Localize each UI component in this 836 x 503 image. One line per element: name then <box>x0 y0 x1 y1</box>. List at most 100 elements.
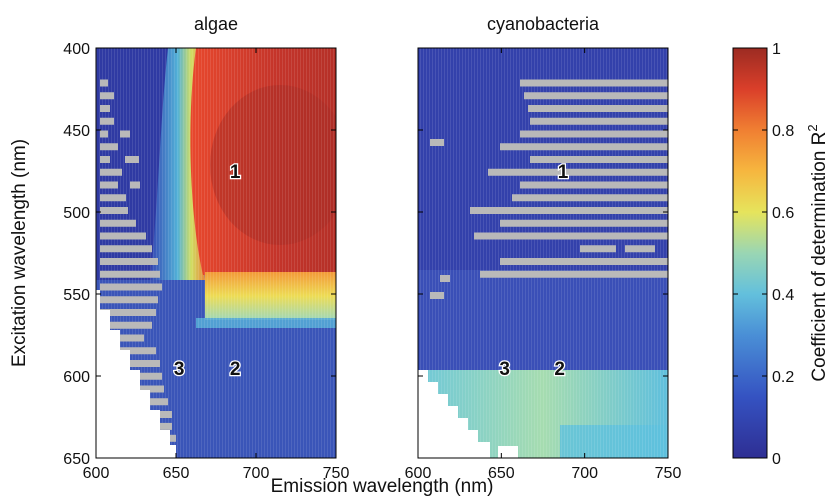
cyanobacteria-title: cyanobacteria <box>487 14 600 34</box>
algae-xtick-label: 750 <box>323 465 350 482</box>
algae-missing-bar <box>100 92 114 100</box>
algae-missing-bar <box>100 117 114 125</box>
x-axis-label: Emission wavelength (nm) <box>271 476 494 497</box>
cyano-xtick-label: 750 <box>655 465 682 482</box>
algae-missing-bar <box>100 334 144 342</box>
algae-annotation-1: 1 <box>230 162 241 183</box>
algae-missing-bar <box>100 156 110 163</box>
cyano-xtick-label: 650 <box>488 465 515 482</box>
cyano-annotation-2: 2 <box>554 359 565 380</box>
algae-ytick-label: 500 <box>63 205 90 222</box>
cyano-missing-bar <box>430 139 444 146</box>
cyano-missing-bar <box>520 181 668 189</box>
cyano-missing-bar <box>530 156 668 163</box>
algae-missing-bar <box>100 283 162 291</box>
algae-missing-bar <box>100 207 128 214</box>
algae-missing-bar <box>100 309 156 316</box>
algae-missing-bar <box>100 168 122 176</box>
algae-missing-bar <box>100 296 158 304</box>
colorbar-label-main: Coefficient of determination R <box>809 132 830 382</box>
colorbar-tick-label: 1 <box>772 41 781 58</box>
cyano-missing-bar <box>540 130 550 138</box>
cyano-blank-region <box>418 370 490 458</box>
algae-ytick-label: 600 <box>63 369 90 386</box>
colorbar-tick-label: 0.2 <box>772 369 794 386</box>
algae-missing-bar <box>100 130 108 138</box>
algae-missing-bar <box>116 360 160 367</box>
algae-ytick-label: 550 <box>63 287 90 304</box>
y-axis-label: Excitation wavelength (nm) <box>9 139 30 367</box>
cyano-blank-corner <box>498 446 518 458</box>
algae-missing-bar <box>134 385 164 393</box>
algae-missing-bar <box>130 181 140 189</box>
algae-blank-region <box>96 290 176 458</box>
cyano-plot-frame <box>417 47 669 459</box>
cyano-missing-bar <box>524 92 668 100</box>
algae-ytick-label: 400 <box>63 41 90 58</box>
cyano-missing-bar <box>528 105 668 112</box>
cyano-missing-bar <box>530 117 668 125</box>
algae-missing-bar <box>100 232 146 240</box>
algae-missing-bar <box>156 411 172 418</box>
algae-annotation-2: 2 <box>230 359 241 380</box>
algae-heatmap <box>96 48 336 458</box>
cyano-missing-bar <box>580 245 616 253</box>
cyano-missing-bar <box>512 194 668 202</box>
algae-missing-bar <box>100 105 110 112</box>
algae-missing-bar <box>120 130 130 138</box>
cyano-missing-bar <box>474 232 668 240</box>
cyano-xtick-label: 600 <box>405 465 432 482</box>
cyanobacteria-heatmap <box>418 48 668 458</box>
colorbar-tick-label: 0 <box>772 451 781 468</box>
algae-missing-bar <box>100 143 118 151</box>
algae-missing-bar <box>124 372 162 380</box>
cyano-xtick-label: 700 <box>571 465 598 482</box>
algae-plot-frame <box>95 47 337 459</box>
cyano-missing-bar <box>488 168 668 176</box>
cyano-missing-bar <box>500 143 668 151</box>
colorbar <box>732 47 768 459</box>
algae-ytick-label: 650 <box>63 451 90 468</box>
algae-missing-bar <box>100 270 160 278</box>
cyano-stripe-texture <box>418 48 668 458</box>
algae-missing-bar <box>168 434 176 442</box>
algae-missing-data <box>100 79 176 442</box>
annotations: 1 2 3 1 2 3 <box>173 161 570 381</box>
algae-xtick-label: 700 <box>243 465 270 482</box>
algae-missing-bar <box>100 219 136 227</box>
algae-ytick-label: 450 <box>63 123 90 140</box>
algae-missing-bar <box>160 422 172 430</box>
colorbar-tick-label: 0.8 <box>772 123 794 140</box>
algae-annotation-3: 3 <box>174 359 185 380</box>
colorbar-tick-label: 0.4 <box>772 287 794 304</box>
algae-xtick-label: 650 <box>163 465 190 482</box>
algae-missing-bar <box>100 79 108 87</box>
cyano-missing-bar <box>520 79 668 87</box>
cyano-annotation-3: 3 <box>499 359 510 380</box>
colorbar-tick-label: 0.6 <box>772 205 794 222</box>
algae-missing-bar <box>100 194 126 202</box>
cyano-missing-bar <box>470 207 668 214</box>
algae-xtick-label: 600 <box>83 465 110 482</box>
algae-missing-bar <box>100 245 152 253</box>
colorbar-label-superscript: 2 <box>805 124 820 131</box>
cyano-annotation-1: 1 <box>558 162 569 183</box>
cyano-missing-data <box>430 79 668 299</box>
colorbar-label: Coefficient of determination R2 <box>805 124 830 381</box>
cyano-missing-bar <box>430 292 444 299</box>
algae-missing-bar <box>100 181 118 189</box>
algae-missing-bar <box>148 398 168 406</box>
cyano-missing-bar <box>500 258 668 265</box>
algae-missing-bar <box>106 347 156 355</box>
cyano-missing-bar <box>500 219 668 227</box>
cyano-missing-bar <box>520 130 668 138</box>
cyano-missing-bar <box>480 270 668 278</box>
cyano-missing-bar <box>625 245 655 253</box>
algae-missing-bar <box>100 321 152 329</box>
algae-missing-bar <box>100 258 158 265</box>
algae-title: algae <box>194 14 238 34</box>
colorbar-ticks: 0 0.2 0.4 0.6 0.8 1 <box>733 41 794 468</box>
